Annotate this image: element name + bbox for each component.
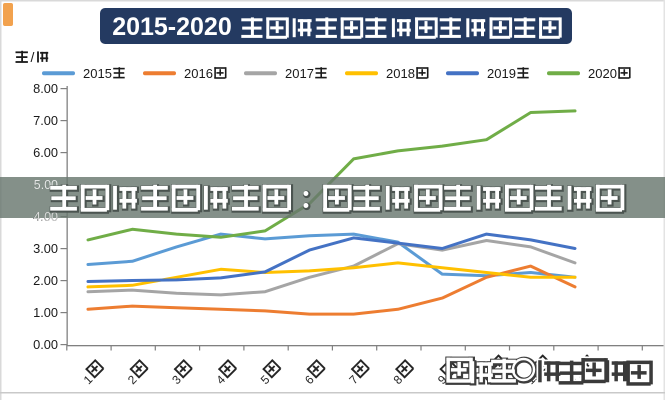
svg-text:2018: 2018 <box>386 66 415 81</box>
svg-text:2019: 2019 <box>487 66 516 81</box>
svg-text:1.00: 1.00 <box>33 305 58 320</box>
svg-text:/: / <box>31 49 35 65</box>
svg-text:2015: 2015 <box>83 66 112 81</box>
svg-text:2020: 2020 <box>588 66 617 81</box>
svg-text:2016: 2016 <box>184 66 213 81</box>
svg-text:6.00: 6.00 <box>33 145 58 160</box>
svg-text:8.00: 8.00 <box>33 81 58 96</box>
svg-text:7.00: 7.00 <box>33 113 58 128</box>
svg-text:2017: 2017 <box>285 66 314 81</box>
svg-text:2015-2020: 2015-2020 <box>112 13 232 41</box>
svg-text:2.00: 2.00 <box>33 273 58 288</box>
svg-text:0.00: 0.00 <box>33 337 58 352</box>
svg-text:3.00: 3.00 <box>33 241 58 256</box>
